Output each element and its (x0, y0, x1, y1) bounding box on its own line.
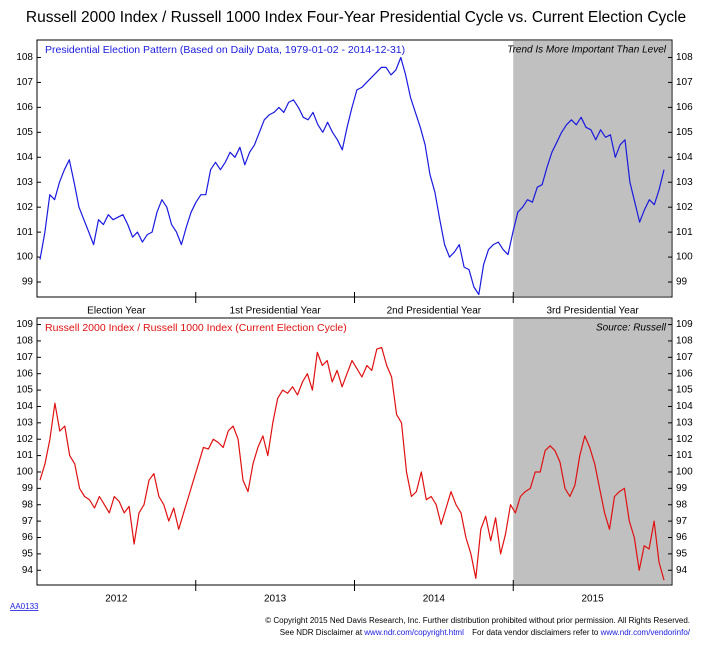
y-tick-label: 106 (16, 368, 33, 379)
series-line (39, 56, 665, 296)
y-tick-label: 107 (16, 77, 33, 88)
y-tick-label: 94 (676, 565, 688, 576)
disclaimer-text: See NDR Disclaimer at (280, 628, 363, 637)
y-tick-label: 101 (676, 450, 693, 461)
series-line (39, 346, 665, 581)
y-tick-label: 101 (16, 450, 33, 461)
y-tick-label: 108 (16, 52, 33, 63)
x-tick-label: 2014 (423, 594, 446, 605)
y-tick-label: 105 (676, 385, 693, 396)
shaded-region (513, 319, 671, 584)
y-tick-label: 105 (676, 127, 693, 138)
y-tick-label: 106 (676, 102, 693, 113)
y-tick-label: 109 (16, 319, 33, 330)
y-tick-label: 103 (676, 177, 693, 188)
y-tick-label: 98 (22, 499, 34, 510)
y-tick-label: 102 (676, 434, 693, 445)
y-tick-label: 95 (676, 549, 688, 560)
x-tick-label: 1st Presidential Year (230, 306, 322, 317)
y-tick-label: 102 (16, 202, 33, 213)
y-tick-label: 100 (16, 467, 33, 478)
y-tick-label: 97 (676, 516, 688, 527)
y-tick-label: 104 (16, 152, 33, 163)
y-tick-label: 102 (676, 202, 693, 213)
y-tick-label: 99 (676, 483, 688, 494)
y-tick-label: 107 (676, 352, 693, 363)
disclaimer-link[interactable]: www.ndr.com/copyright.html (363, 628, 464, 637)
vendor-text: For data vendor disclaimers refer to (472, 628, 599, 637)
y-tick-label: 106 (676, 368, 693, 379)
y-tick-label: 99 (22, 483, 34, 494)
annotation: Source: Russell (596, 323, 667, 334)
y-tick-label: 108 (16, 336, 33, 347)
x-tick-label: 3rd Presidential Year (546, 306, 639, 317)
y-tick-label: 103 (16, 177, 33, 188)
y-tick-label: 94 (22, 565, 34, 576)
y-tick-label: 100 (676, 467, 693, 478)
copyright: © Copyright 2015 Ned Davis Research, Inc… (265, 616, 690, 625)
y-tick-label: 106 (16, 102, 33, 113)
x-tick-label: 2012 (105, 594, 128, 605)
y-tick-label: 100 (676, 252, 693, 263)
y-tick-label: 104 (676, 152, 693, 163)
x-tick-label: 2nd Presidential Year (387, 306, 482, 317)
disclaimer: See NDR Disclaimer at www.ndr.com/copyri… (280, 628, 691, 637)
y-tick-label: 107 (16, 352, 33, 363)
y-tick-label: 103 (16, 417, 33, 428)
code: AA0133 (10, 602, 39, 611)
legend-label: Russell 2000 Index / Russell 1000 Index … (45, 322, 347, 334)
y-tick-label: 102 (16, 434, 33, 445)
y-tick-label: 100 (16, 252, 33, 263)
y-tick-label: 108 (676, 52, 693, 63)
vendor-link[interactable]: www.ndr.com/vendorinfo/ (600, 628, 691, 637)
y-tick-label: 105 (16, 385, 33, 396)
y-tick-label: 96 (676, 532, 688, 543)
y-tick-label: 95 (22, 549, 34, 560)
x-tick-label: 2015 (582, 594, 605, 605)
y-tick-label: 109 (676, 319, 693, 330)
y-tick-label: 98 (676, 499, 688, 510)
y-tick-label: 99 (676, 277, 688, 288)
shaded-region (513, 41, 671, 296)
chart-title: Russell 2000 Index / Russell 1000 Index … (26, 9, 686, 26)
y-tick-label: 105 (16, 127, 33, 138)
y-tick-label: 104 (16, 401, 33, 412)
y-tick-label: 103 (676, 417, 693, 428)
y-tick-label: 104 (676, 401, 693, 412)
y-tick-label: 96 (22, 532, 34, 543)
y-tick-label: 101 (676, 227, 693, 238)
annotation: Trend Is More Important Than Level (507, 45, 667, 56)
y-tick-label: 107 (676, 77, 693, 88)
y-tick-label: 97 (22, 516, 34, 527)
y-tick-label: 99 (22, 277, 34, 288)
y-tick-label: 108 (676, 336, 693, 347)
x-tick-label: 2013 (264, 594, 287, 605)
legend-label: Presidential Election Pattern (Based on … (45, 44, 405, 56)
y-tick-label: 101 (16, 227, 33, 238)
x-tick-label: Election Year (87, 306, 146, 317)
